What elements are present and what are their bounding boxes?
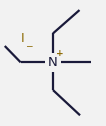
Text: N: N: [48, 56, 58, 69]
Text: I: I: [20, 32, 24, 45]
Text: −: −: [25, 41, 33, 50]
Text: +: +: [56, 49, 64, 58]
